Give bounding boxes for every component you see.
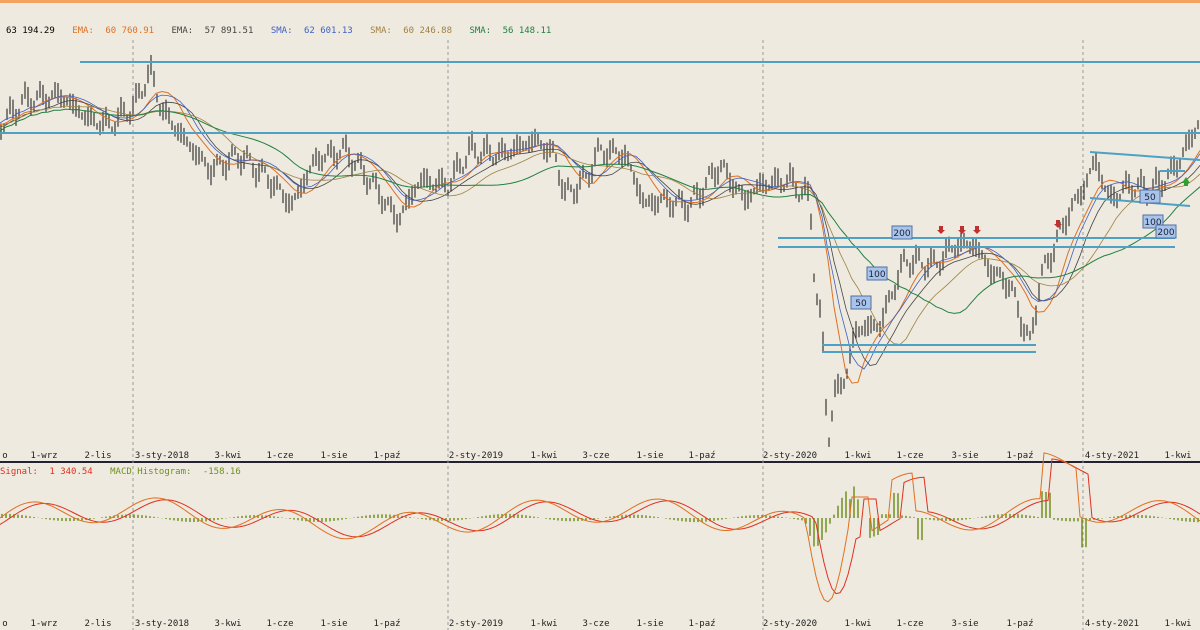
x-tick-lower: 1-wrz — [30, 619, 57, 629]
x-tick-lower: 3-cze — [582, 619, 609, 629]
x-tick-lower: 1-cze — [896, 619, 923, 629]
ma-badge-label: 100 — [1144, 218, 1161, 228]
x-tick-upper: 1-cze — [896, 451, 923, 461]
x-tick-upper: 1-wrz — [30, 451, 57, 461]
x-tick-upper: 1-sie — [320, 451, 347, 461]
price-legend: 63 194.29 EMA: 60 760.91 EMA: 57 891.51 … — [0, 26, 563, 36]
x-tick-lower: 1-sie — [320, 619, 347, 629]
legend-ema-1: EMA: 60 760.91 — [72, 26, 155, 36]
x-tick-upper: 1-kwi — [530, 451, 557, 461]
ma-badge-label: 50 — [855, 299, 867, 309]
x-tick-lower: 1-paź — [688, 619, 715, 629]
sell-arrow — [973, 226, 981, 234]
x-tick-lower: 1-sie — [636, 619, 663, 629]
x-tick-upper: 1-kwi — [1164, 451, 1191, 461]
x-tick-lower: 4-sty-2021 — [1085, 619, 1139, 629]
window-top-border — [0, 0, 1200, 3]
x-tick-lower: 2-sty-2019 — [449, 619, 503, 629]
legend-signal: Signal: 1 340.54 — [0, 467, 93, 477]
x-tick-upper: 3-cze — [582, 451, 609, 461]
ema-line-long — [0, 100, 1200, 366]
x-tick-upper: 1-sie — [636, 451, 663, 461]
sma-line-100 — [0, 105, 1200, 345]
legend-ema-2: EMA: 57 891.51 — [171, 26, 254, 36]
x-tick-lower: 3-sty-2018 — [135, 619, 189, 629]
x-tick-lower: 3-kwi — [214, 619, 241, 629]
sma-line-50 — [0, 94, 1200, 370]
x-tick-upper: 1-cze — [266, 451, 293, 461]
ema-line-short — [0, 90, 1200, 384]
ma-badge-box — [891, 225, 913, 240]
channel-line-top — [1089, 151, 1200, 161]
x-tick-upper: 4-sty-2021 — [1085, 451, 1139, 461]
macd-legend: Signal: 1 340.54 MACD Histogram: -158.16 — [0, 467, 253, 477]
ma-badge-label: 200 — [1157, 228, 1174, 238]
sma-line-200 — [0, 108, 1200, 314]
ma-badge-label: 200 — [893, 229, 910, 239]
x-tick-lower: 2-sty-2020 — [763, 619, 817, 629]
x-tick-lower: 2-lis — [84, 619, 111, 629]
x-tick-upper: 2-sty-2020 — [763, 451, 817, 461]
x-tick-lower: 1-paź — [1006, 619, 1033, 629]
x-tick-upper: o — [2, 451, 7, 461]
legend-sma-2: SMA: 60 246.88 — [370, 26, 453, 36]
legend-sma-1: SMA: 62 601.13 — [270, 26, 353, 36]
x-tick-upper: 1-paź — [688, 451, 715, 461]
x-tick-upper: 3-sie — [951, 451, 978, 461]
sell-arrow — [958, 226, 966, 234]
ma-badge-box — [1139, 189, 1161, 204]
sell-arrow — [937, 226, 945, 234]
x-tick-upper: 3-kwi — [214, 451, 241, 461]
x-tick-upper: 3-sty-2018 — [135, 451, 189, 461]
x-tick-lower: 1-kwi — [1164, 619, 1191, 629]
sell-arrow — [1054, 220, 1062, 228]
x-tick-upper: 1-kwi — [844, 451, 871, 461]
legend-sma-3: SMA: 56 148.11 — [469, 26, 552, 36]
buy-arrow — [1182, 177, 1190, 186]
x-tick-lower: 3-sie — [951, 619, 978, 629]
ma-badge-box — [866, 266, 888, 281]
x-tick-upper: 2-lis — [84, 451, 111, 461]
macd-signal-line — [0, 458, 1200, 595]
x-tick-lower: 1-paź — [373, 619, 400, 629]
legend-histogram: MACD Histogram: -158.16 — [110, 467, 241, 477]
x-tick-lower: 1-kwi — [530, 619, 557, 629]
legend-price: 63 194.29 — [6, 26, 55, 36]
x-tick-lower: 1-kwi — [844, 619, 871, 629]
ma-badge-box — [1155, 224, 1177, 239]
ma-badge-box — [850, 295, 872, 310]
x-tick-lower: o — [2, 619, 7, 629]
macd-line — [0, 452, 1200, 603]
ma-badge-label: 100 — [868, 270, 885, 280]
x-tick-upper: 1-paź — [1006, 451, 1033, 461]
x-tick-upper: 2-sty-2019 — [449, 451, 503, 461]
x-tick-upper: 1-paź — [373, 451, 400, 461]
ma-badge-label: 50 — [1144, 193, 1156, 203]
x-tick-lower: 1-cze — [266, 619, 293, 629]
